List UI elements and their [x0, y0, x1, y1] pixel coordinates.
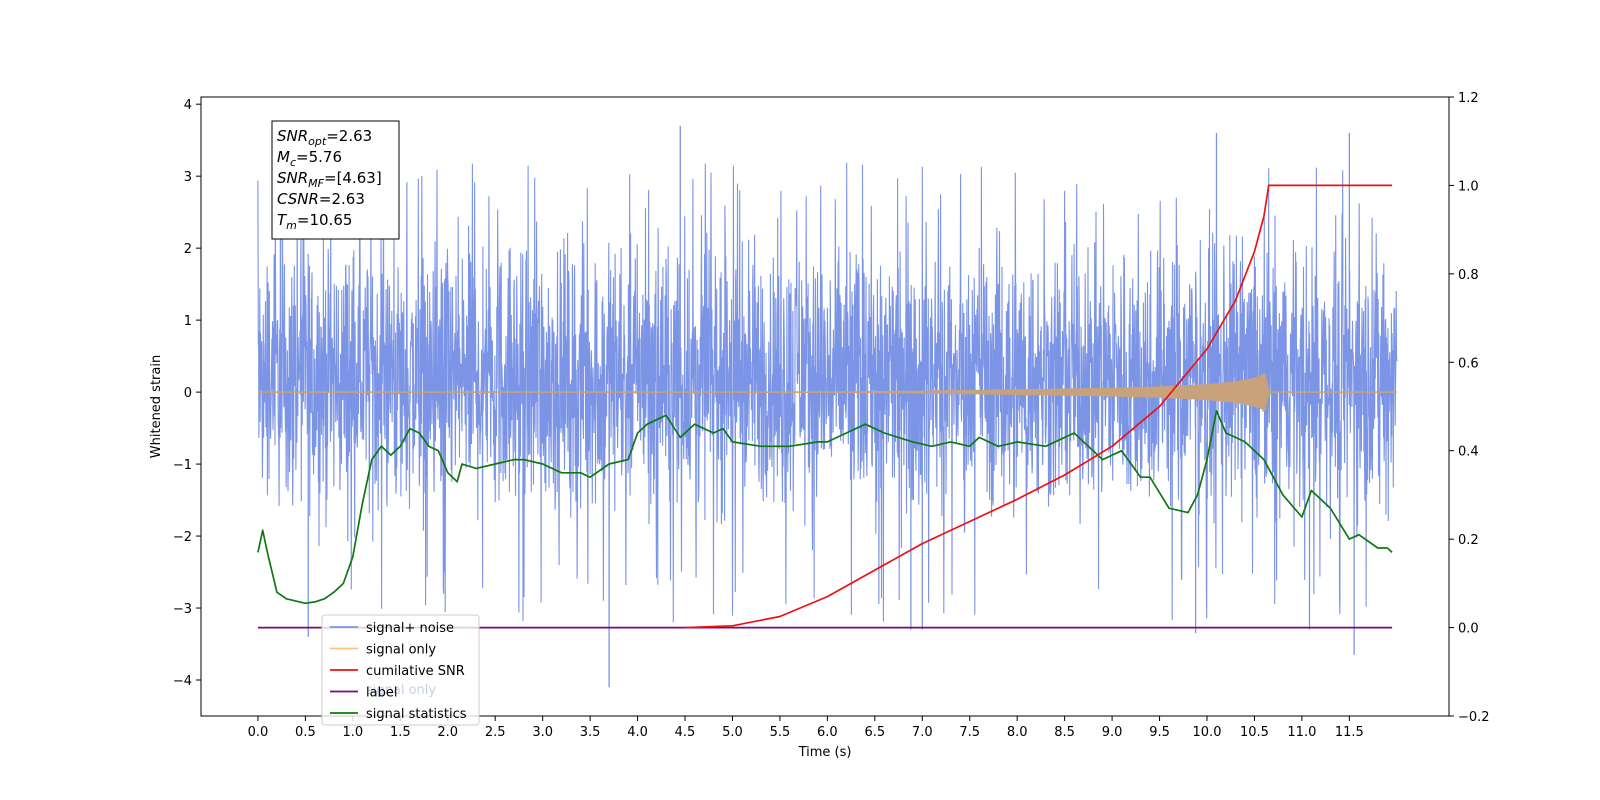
annotation-value: =2.63 — [326, 127, 372, 145]
annotation-value: =5.76 — [296, 148, 342, 166]
legend-label: label — [366, 686, 397, 701]
annotation-value: =2.63 — [319, 190, 365, 208]
y-tick-label: −4 — [173, 674, 192, 689]
y2-tick-label: 0.0 — [1458, 622, 1479, 637]
legend-label: signal statistics — [366, 707, 467, 722]
x-tick-label: 7.0 — [912, 725, 933, 740]
x-tick-label: 4.0 — [627, 725, 648, 740]
annotation-symbol: CSNR — [277, 190, 319, 208]
x-tick-label: 0.0 — [248, 725, 269, 740]
x-tick-label: 5.5 — [770, 725, 791, 740]
y-tick-label: 0 — [184, 386, 192, 401]
x-tick-label: 8.5 — [1054, 725, 1075, 740]
y2-tick-label: −0.2 — [1458, 710, 1490, 725]
y2-tick-label: 1.0 — [1458, 179, 1479, 194]
legend-label: cumilative SNR — [366, 664, 465, 679]
signal-noise-layer — [257, 125, 1398, 688]
x-tick-label: 9.0 — [1102, 725, 1123, 740]
x-tick-label: 3.0 — [532, 725, 553, 740]
plot-frame — [200, 96, 1450, 717]
signal-noise-line — [257, 162, 1398, 623]
signal-only-layer — [257, 373, 1397, 412]
x-tick-label: 2.5 — [485, 725, 506, 740]
annotation-line: Tm=10.65 — [277, 211, 352, 232]
x-tick-label: 11.5 — [1335, 725, 1364, 740]
annotation-subscript: m — [286, 219, 297, 232]
y-tick-label: 2 — [184, 242, 192, 257]
y-axis-label: Whitened strain — [149, 355, 164, 458]
y-tick-label: 4 — [184, 98, 192, 113]
x-tick-label: 9.5 — [1149, 725, 1170, 740]
annotation-line: CSNR=2.63 — [277, 190, 365, 208]
annotation-subscript: opt — [308, 135, 327, 148]
annotation-symbol: T — [277, 211, 288, 229]
x-tick-label: 6.0 — [817, 725, 838, 740]
x-tick-label: 10.0 — [1193, 725, 1222, 740]
x-tick-label: 5.0 — [722, 725, 743, 740]
legend-overlap-text: signal only — [366, 683, 436, 698]
legend: signal only signal+ noise signal only cumil… — [321, 614, 480, 726]
x-tick-label: 1.5 — [390, 725, 411, 740]
annotation-value: =10.65 — [297, 211, 353, 229]
annotation-line: Mc=5.76 — [277, 148, 342, 169]
y-tick-label: 1 — [184, 314, 192, 329]
x-tick-label: 8.0 — [1007, 725, 1028, 740]
annotation-box: SNRopt=2.63Mc=5.76SNRMF=[4.63]CSNR=2.63T… — [271, 120, 400, 240]
annotation-line: SNRMF=[4.63] — [277, 169, 382, 190]
x-tick-label: 0.5 — [295, 725, 316, 740]
y-tick-label: −3 — [173, 602, 192, 617]
axes-layer: 0.0 0.5 1.0 1.5 2.0 2.5 3.0 3.5 4.0 4.5 5.0 5.5 6.0 6… — [173, 91, 1490, 740]
y-tick-label: 3 — [184, 170, 192, 185]
annotation-symbol: SNR — [277, 127, 308, 145]
annotation-line: SNRopt=2.63 — [277, 127, 372, 148]
annotation-symbol: M — [277, 148, 290, 166]
annotation-subscript: c — [290, 156, 296, 169]
annotation-symbol: SNR — [277, 169, 308, 187]
annotation-frame — [271, 120, 400, 240]
y2-tick-label: 0.6 — [1458, 356, 1479, 371]
x-tick-label: 7.5 — [959, 725, 980, 740]
y2-tick-label: 0.8 — [1458, 268, 1479, 283]
x-tick-label: 11.0 — [1287, 725, 1316, 740]
x-tick-label: 1.0 — [343, 725, 364, 740]
y2-tick-label: 1.2 — [1458, 91, 1479, 106]
x-tick-label: 2.0 — [437, 725, 458, 740]
annotation-value: =[4.63] — [324, 169, 382, 187]
y2-tick-label: 0.2 — [1458, 533, 1479, 548]
legend-frame — [321, 614, 480, 726]
x-tick-label: 10.5 — [1240, 725, 1269, 740]
y-tick-label: −2 — [173, 530, 192, 545]
y-tick-label: −1 — [173, 458, 192, 473]
x-tick-label: 3.5 — [580, 725, 601, 740]
signal-statistics-line — [257, 410, 1393, 605]
y2-tick-label: 0.4 — [1458, 445, 1479, 460]
x-tick-label: 6.5 — [864, 725, 885, 740]
cumilative-snr-line — [684, 184, 1393, 629]
annotation-subscript: MF — [308, 177, 324, 190]
x-tick-label: 4.5 — [675, 725, 696, 740]
x-axis-label: Time (s) — [798, 745, 852, 760]
legend-label: signal+ noise — [366, 621, 454, 636]
legend-label: signal only — [366, 643, 436, 658]
